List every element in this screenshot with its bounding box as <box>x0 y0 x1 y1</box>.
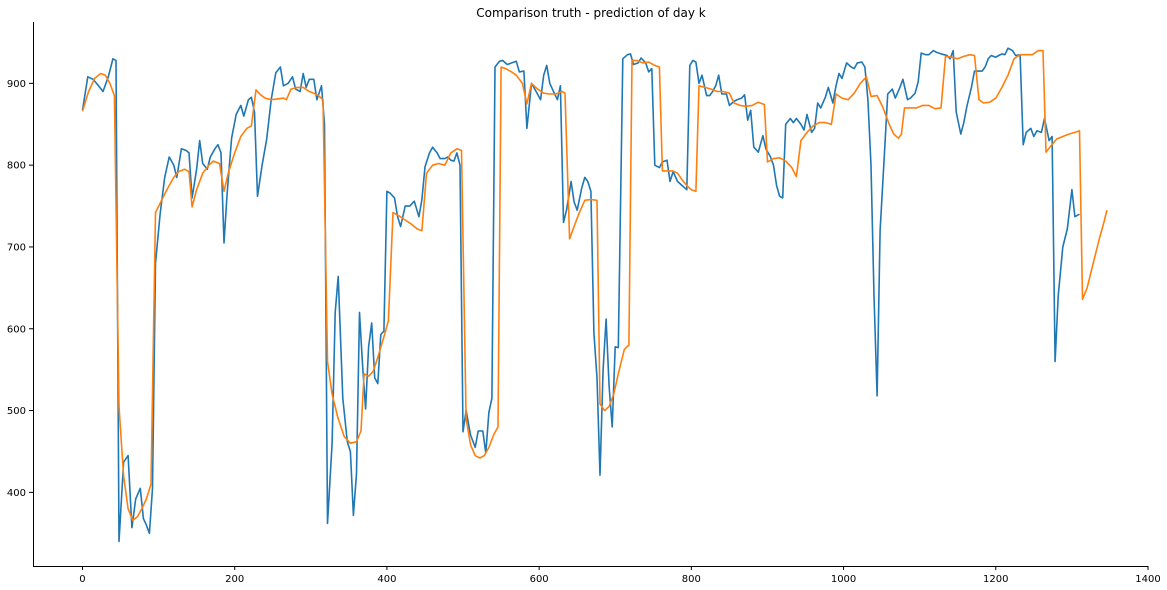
chart-title: Comparison truth - prediction of day k <box>476 6 705 20</box>
x-tick-label: 1400 <box>1135 574 1160 585</box>
y-tick-label: 700 <box>7 242 26 253</box>
x-tick-label: 200 <box>225 574 244 585</box>
x-tick-label: 400 <box>377 574 396 585</box>
plot-area <box>81 47 1108 543</box>
y-axis-ticks: 400 500 600 700 800 900 <box>7 79 33 499</box>
y-tick-label: 600 <box>7 324 26 335</box>
y-tick-label: 400 <box>7 488 26 499</box>
y-tick-label: 500 <box>7 406 26 417</box>
x-tick-label: 800 <box>682 574 701 585</box>
x-tick-label: 1200 <box>983 574 1008 585</box>
x-tick-label: 0 <box>79 574 85 585</box>
series-line-2 <box>81 49 1108 521</box>
x-tick-label: 1000 <box>831 574 856 585</box>
x-axis-ticks: 0 200 400 600 800 1000 1200 1400 <box>79 566 1161 585</box>
y-tick-label: 900 <box>7 79 26 90</box>
x-tick-label: 600 <box>530 574 549 585</box>
series-line-1 <box>81 47 1080 543</box>
y-tick-label: 800 <box>7 161 26 172</box>
